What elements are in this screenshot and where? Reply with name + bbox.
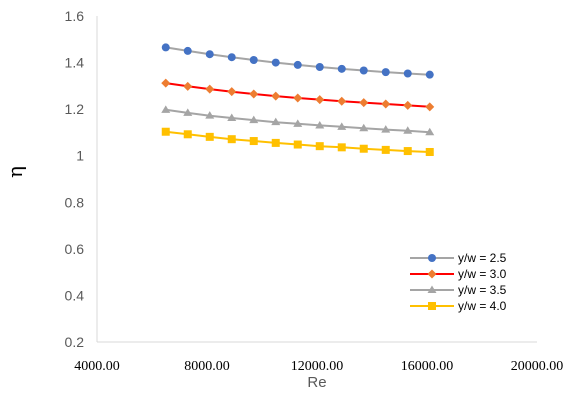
legend-marker: [427, 285, 437, 293]
data-point: [183, 81, 193, 91]
data-point: [205, 50, 214, 59]
legend-item: y/w = 3.5: [410, 283, 507, 297]
data-point: [293, 93, 303, 103]
data-point: [381, 145, 390, 154]
data-point: [249, 89, 259, 99]
data-point: [403, 126, 413, 134]
data-point: [161, 43, 170, 52]
y-tick-label: 1: [76, 148, 84, 164]
data-point: [205, 132, 214, 141]
y-tick-labels: 0.2 0.4 0.6 0.8 1 1.2 1.4 1.6: [65, 8, 85, 350]
y-tick-label: 0.4: [65, 287, 85, 303]
data-point: [425, 102, 435, 112]
data-point: [337, 122, 347, 130]
legend-item: y/w = 2.5: [410, 251, 507, 265]
data-point: [425, 70, 434, 79]
data-point: [293, 119, 303, 127]
series-4: [161, 127, 434, 156]
y-tick-label: 1.2: [65, 101, 85, 117]
x-tick-label: 16000.00: [401, 359, 454, 374]
data-point: [227, 113, 237, 121]
data-point: [381, 99, 391, 109]
data-point: [381, 125, 391, 133]
series-3: [161, 105, 435, 136]
data-point: [227, 135, 236, 144]
data-point: [359, 144, 368, 153]
data-point: [315, 95, 325, 105]
data-point: [425, 147, 434, 156]
data-point: [205, 111, 215, 119]
x-tick-label: 20000.00: [511, 359, 564, 374]
data-point: [315, 142, 324, 151]
series-group: [161, 43, 435, 156]
y-tick-label: 0.6: [65, 241, 85, 257]
legend-item: y/w = 3.0: [410, 267, 507, 281]
series-2: [161, 78, 435, 112]
data-point: [359, 123, 369, 132]
data-point: [337, 64, 346, 73]
data-point: [337, 96, 347, 106]
legend-label: y/w = 3.0: [458, 267, 507, 281]
y-tick-label: 0.8: [65, 194, 85, 210]
data-point: [183, 130, 192, 139]
x-tick-label: 12000.00: [291, 359, 344, 374]
data-point: [271, 117, 281, 126]
x-axis-label: Re: [307, 374, 326, 391]
legend: y/w = 2.5 y/w = 3.0 y/w = 3.5 y/w = 4.0: [410, 251, 507, 313]
data-point: [271, 58, 280, 67]
data-point: [403, 147, 412, 156]
data-point: [227, 53, 236, 62]
data-point: [161, 78, 171, 88]
data-point: [359, 66, 368, 75]
data-point: [183, 108, 193, 116]
legend-item: y/w = 4.0: [410, 299, 507, 313]
data-point: [227, 87, 237, 97]
legend-marker: [428, 302, 436, 310]
legend-marker: [427, 269, 437, 279]
data-point: [337, 143, 346, 152]
legend-marker: [428, 254, 436, 262]
data-point: [403, 69, 412, 78]
data-point: [249, 115, 259, 124]
y-axis-label: η: [3, 166, 27, 178]
data-point: [359, 98, 369, 108]
data-point: [249, 137, 258, 146]
data-point: [293, 60, 302, 69]
data-point: [161, 105, 171, 113]
data-point: [425, 127, 435, 136]
data-point: [249, 56, 258, 65]
data-point: [271, 138, 280, 147]
data-point: [205, 84, 215, 94]
y-tick-label: 1.4: [65, 55, 85, 71]
data-point: [271, 91, 281, 101]
y-tick-label: 1.6: [65, 8, 85, 24]
data-point: [293, 140, 302, 149]
legend-label: y/w = 4.0: [458, 299, 507, 313]
data-point: [403, 100, 413, 110]
legend-label: y/w = 3.5: [458, 283, 507, 297]
data-point: [161, 127, 170, 136]
y-tick-label: 0.2: [65, 334, 85, 350]
data-point: [183, 46, 192, 55]
legend-label: y/w = 2.5: [458, 251, 507, 265]
x-tick-label: 8000.00: [184, 359, 230, 374]
x-tick-label: 4000.00: [74, 359, 120, 374]
x-tick-labels: 4000.00 8000.00 12000.00 16000.00 20000.00: [74, 359, 563, 374]
data-point: [315, 120, 325, 129]
data-point: [315, 62, 324, 71]
series-1: [161, 43, 434, 79]
data-point: [381, 68, 390, 77]
